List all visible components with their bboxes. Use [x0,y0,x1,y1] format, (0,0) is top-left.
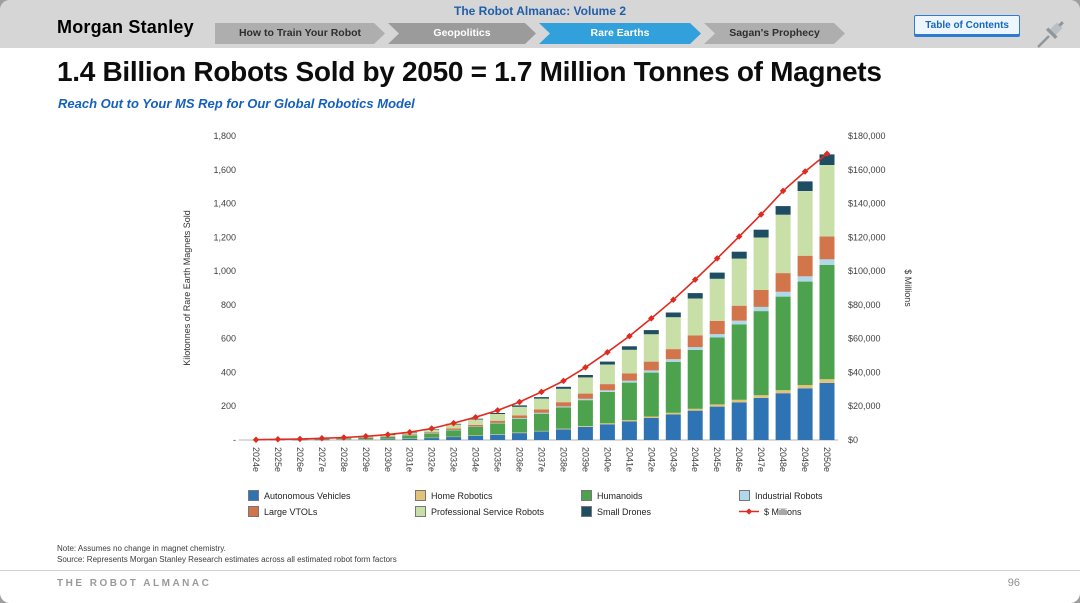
legend-label-autonomous-vehicles: Autonomous Vehicles [264,490,351,501]
legend-item-home-robotics: Home Robotics [415,490,581,501]
legend-swatch-large-vtols [248,506,259,517]
svg-text:$100,000: $100,000 [848,266,886,276]
note-text: Note: Assumes no change in magnet chemis… [57,544,226,553]
svg-text:$160,000: $160,000 [848,165,886,175]
legend-swatch-humanoids [581,490,592,501]
legend-label-industrial-robots: Industrial Robots [755,490,823,501]
svg-text:2037e: 2037e [537,447,547,472]
brand-logo: Morgan Stanley [57,17,194,37]
svg-text:2043e: 2043e [668,447,678,472]
top-bar: The Robot Almanac: Volume 2 Morgan Stanl… [0,0,1080,48]
svg-text:$20,000: $20,000 [848,401,881,411]
svg-text:2035e: 2035e [493,447,503,472]
page-number: 96 [1007,577,1020,589]
chart-legend: Autonomous Vehicles Home Robotics Humanoid… [248,490,859,517]
svg-text:2047e: 2047e [756,447,766,472]
legend-label-large-vtols: Large VTOLs [264,506,318,517]
svg-text:2025e: 2025e [273,447,283,472]
legend-swatch-professional-service-robots [415,506,426,517]
legend-swatch-autonomous-vehicles [248,490,259,501]
svg-text:1,400: 1,400 [213,199,236,209]
svg-text:400: 400 [221,367,236,377]
svg-text:2031e: 2031e [405,447,415,472]
svg-text:$140,000: $140,000 [848,199,886,209]
svg-text:2034e: 2034e [471,447,481,472]
legend-label-small-drones: Small Drones [597,506,652,517]
svg-text:$40,000: $40,000 [848,367,881,377]
svg-text:$0: $0 [848,435,858,445]
legend-item-small-drones: Small Drones [581,506,739,517]
svg-text:$120,000: $120,000 [848,232,886,242]
legend-line-millions [739,508,759,515]
legend-label-millions: $ Millions [764,506,802,517]
svg-text:$180,000: $180,000 [848,131,886,141]
nav-tab-sagan-s-prophecy[interactable]: Sagan's Prophecy [704,23,845,44]
svg-text:2024e: 2024e [251,447,261,472]
svg-text:2048e: 2048e [778,447,788,472]
legend-item-industrial-robots: Industrial Robots [739,490,859,501]
svg-text:2030e: 2030e [383,447,393,472]
legend-label-humanoids: Humanoids [597,490,643,501]
nav-tab-how-to-train-your-robot[interactable]: How to Train Your Robot [215,23,385,44]
svg-text:2026e: 2026e [295,447,305,472]
svg-text:2041e: 2041e [624,447,634,472]
legend-item-autonomous-vehicles: Autonomous Vehicles [248,490,415,501]
svg-text:1,000: 1,000 [213,266,236,276]
subtitle: Reach Out to Your MS Rep for Our Global … [58,96,415,111]
chart: - 200 400 600 800 1,000 1,200 1,400 1,600 1,800 $0… [160,122,920,487]
svg-text:200: 200 [221,401,236,411]
footer-divider [0,570,1080,571]
svg-text:2028e: 2028e [339,447,349,472]
table-of-contents-button[interactable]: Table of Contents [914,15,1020,35]
svg-text:1,200: 1,200 [213,232,236,242]
svg-text:2049e: 2049e [800,447,810,472]
legend-label-home-robotics: Home Robotics [431,490,493,501]
svg-text:2036e: 2036e [515,447,525,472]
combo-chart-svg: - 200 400 600 800 1,000 1,200 1,400 1,600 1,800 $0… [182,131,913,472]
svg-text:800: 800 [221,300,236,310]
nav-tab-geopolitics[interactable]: Geopolitics [388,23,536,44]
legend-swatch-small-drones [581,506,592,517]
svg-text:1,600: 1,600 [213,165,236,175]
svg-text:2044e: 2044e [690,447,700,472]
legend-item-humanoids: Humanoids [581,490,739,501]
svg-text:$80,000: $80,000 [848,300,881,310]
source-text: Source: Represents Morgan Stanley Resear… [57,555,397,564]
svg-text:2039e: 2039e [580,447,590,472]
svg-text:Kilotonnes of Rare Earth Magne: Kilotonnes of Rare Earth Magnets Sold [182,210,192,366]
svg-text:$ Millions: $ Millions [903,269,913,307]
volume-title: The Robot Almanac: Volume 2 [453,4,627,18]
svg-text:2046e: 2046e [734,447,744,472]
footer-title: THE ROBOT ALMANAC [57,578,212,589]
pushpin-icon [1037,21,1064,48]
legend-item-professional-service-robots: Professional Service Robots [415,506,581,517]
svg-text:-: - [233,435,236,445]
svg-text:2040e: 2040e [602,447,612,472]
legend-swatch-home-robotics [415,490,426,501]
svg-text:2042e: 2042e [646,447,656,472]
legend-label-professional-service-robots: Professional Service Robots [431,506,545,517]
legend-swatch-industrial-robots [739,490,750,501]
svg-text:2033e: 2033e [449,447,459,472]
legend-item-millions: $ Millions [739,506,859,517]
svg-text:2029e: 2029e [361,447,371,472]
page-title: 1.4 Billion Robots Sold by 2050 = 1.7 Mi… [57,56,882,87]
svg-text:2032e: 2032e [427,447,437,472]
svg-text:2045e: 2045e [712,447,722,472]
svg-text:$60,000: $60,000 [848,334,881,344]
legend-item-large-vtols: Large VTOLs [248,506,415,517]
svg-text:1,800: 1,800 [213,131,236,141]
section-nav: How to Train Your Robot Geopolitics Rare E… [215,23,845,44]
svg-text:2050e: 2050e [822,447,832,472]
svg-text:2038e: 2038e [559,447,569,472]
svg-text:600: 600 [221,334,236,344]
nav-tab-rare-earths[interactable]: Rare Earths [539,23,701,44]
svg-text:2027e: 2027e [317,447,327,472]
